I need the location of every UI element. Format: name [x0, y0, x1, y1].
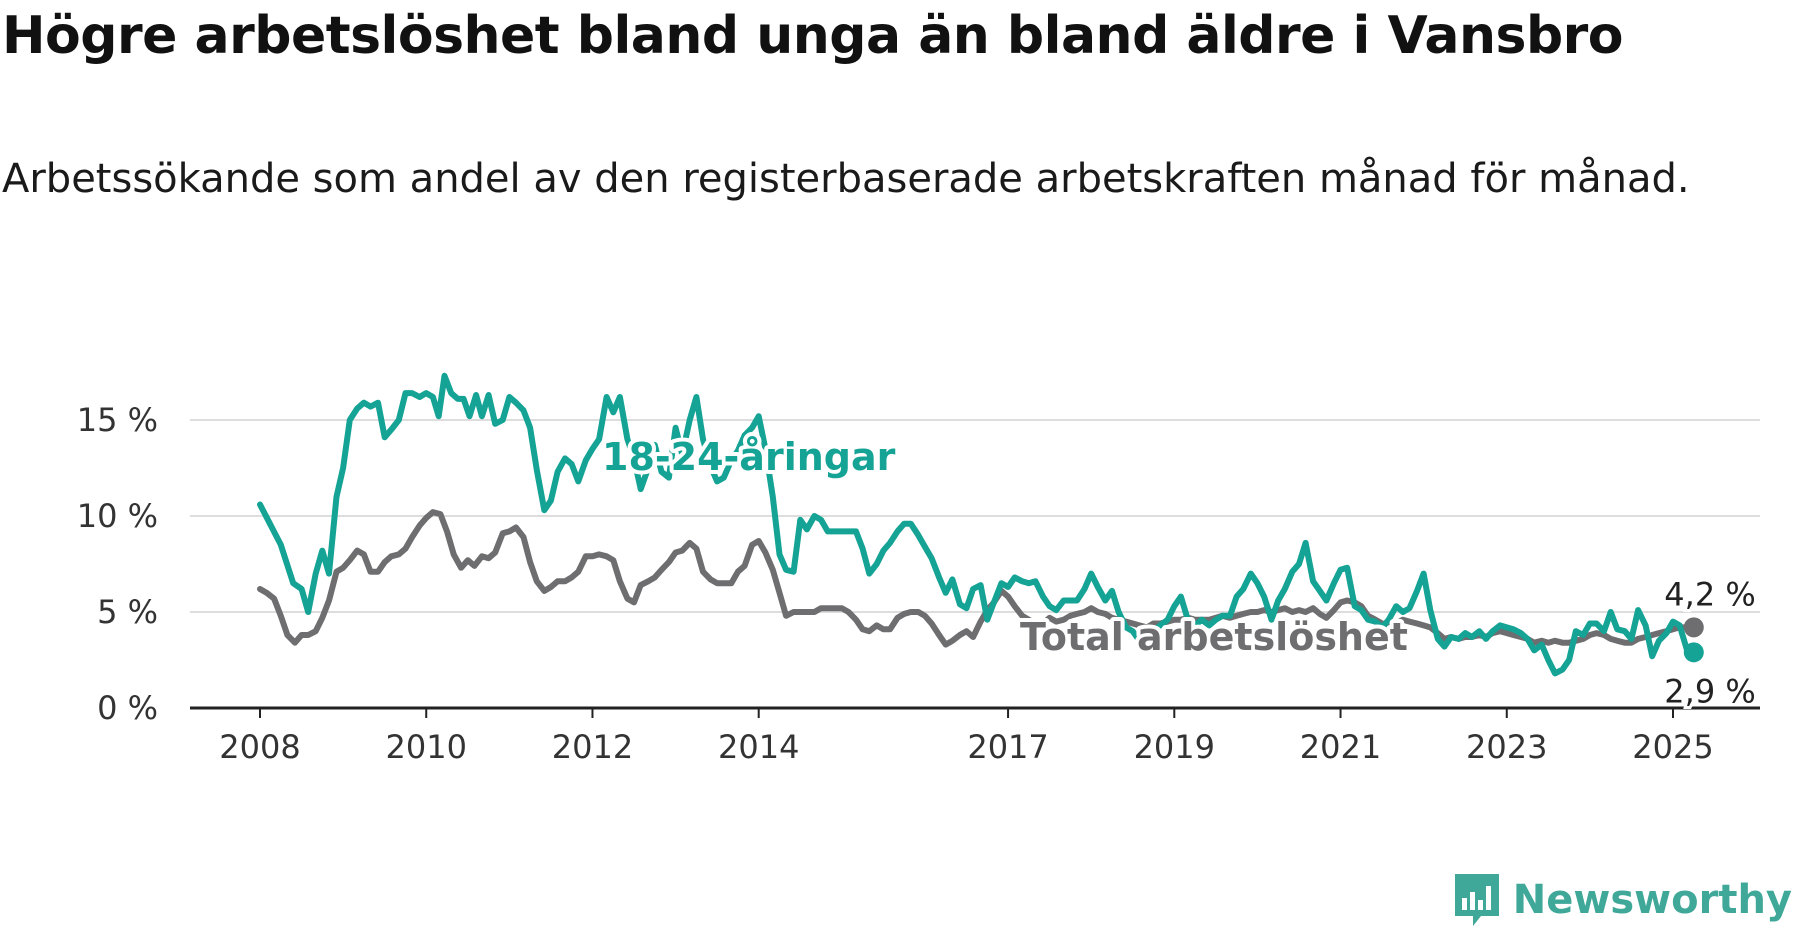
y-tick-label: 5 % — [97, 593, 158, 631]
x-tick-label: 2019 — [1134, 728, 1215, 766]
y-axis-ticks: 0 % 5 % 10 % 15 % — [77, 401, 158, 727]
x-tick-label: 2023 — [1466, 728, 1547, 766]
series-label-youth: 18-24-åringar — [602, 435, 896, 479]
series-line-0 — [257, 372, 1697, 677]
x-tick-label: 2021 — [1300, 728, 1381, 766]
logo-text: Newsworthy — [1512, 877, 1792, 923]
end-label-total: 4,2 % — [1664, 575, 1755, 613]
y-tick-label: 10 % — [77, 497, 158, 535]
x-tick-label: 2010 — [386, 728, 467, 766]
x-tick-label: 2012 — [552, 728, 633, 766]
x-tick-label: 2014 — [718, 728, 799, 766]
series-line-1 — [257, 509, 1697, 648]
newsworthy-chart-icon — [1454, 874, 1499, 926]
series-label-total: Total arbetslöshet — [1020, 615, 1408, 659]
end-label-youth: 2,9 % — [1664, 672, 1755, 710]
series-end-point-0 — [1683, 642, 1704, 663]
series-labels: 18-24-åringar Total arbetslöshet 4,2 % 2,9 … — [598, 431, 1759, 713]
x-tick-label: 2008 — [219, 728, 300, 766]
y-tick-label: 0 % — [97, 689, 158, 727]
grid-lines — [190, 419, 1760, 613]
x-tick-label: 2017 — [967, 728, 1048, 766]
y-tick-label: 15 % — [77, 401, 158, 439]
series-end-point-1 — [1683, 617, 1704, 638]
x-axis-ticks: 2008 2010 2012 2014 2017 2019 2021 2023 2025 — [219, 708, 1714, 766]
newsworthy-logo[interactable]: Newsworthy — [1451, 870, 1792, 930]
x-tick-label: 2025 — [1632, 728, 1713, 766]
chart-subtitle: Arbetssökande som andel av den registerb… — [2, 156, 1690, 202]
chart-title: Högre arbetslöshet bland unga än bland ä… — [2, 6, 1624, 66]
series-lines — [257, 372, 1704, 677]
